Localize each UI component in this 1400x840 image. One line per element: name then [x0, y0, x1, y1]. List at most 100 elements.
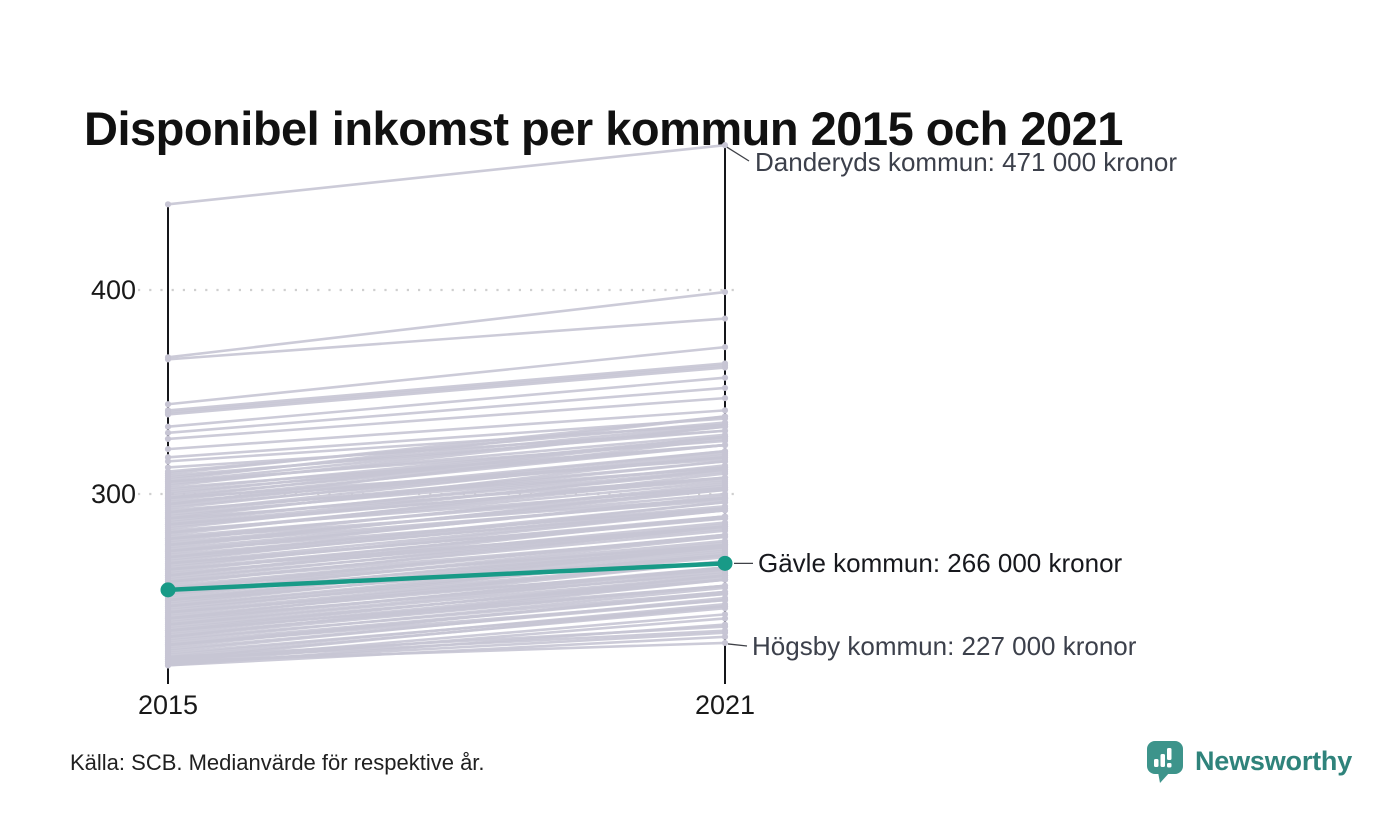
slope-dot-2015	[164, 435, 172, 443]
slope-line	[167, 509, 726, 569]
slope-line	[167, 533, 726, 592]
annotation-gavle-highlight: Gävle kommun: 266 000 kronor	[758, 548, 1123, 578]
slope-dot-2021	[721, 615, 729, 622]
slope-line	[167, 449, 726, 510]
slope-dot-2015	[164, 446, 172, 453]
slope-line	[167, 468, 726, 530]
slope-line	[167, 586, 726, 643]
highlight-dot-2015	[160, 582, 176, 598]
slope-dot-2015	[164, 423, 172, 430]
x-axis-label-2015: 2015	[137, 690, 199, 720]
slope-line	[167, 602, 726, 657]
slope-line	[167, 500, 726, 563]
slope-line	[167, 451, 726, 514]
slope-dot-2021	[721, 435, 729, 443]
slope-dot-2021	[721, 364, 729, 371]
slope-line	[167, 386, 726, 435]
slope-line	[167, 574, 726, 632]
slope-line	[167, 437, 726, 506]
slope-dot-2021	[721, 441, 729, 449]
slope-line	[167, 396, 726, 441]
slope-line	[167, 523, 726, 581]
slope-dot-2021	[721, 513, 729, 520]
slope-line	[167, 362, 726, 412]
slope-line	[167, 482, 726, 543]
slope-dot-2015	[164, 458, 172, 465]
slope-dot-2021	[721, 423, 729, 430]
slope-line	[167, 560, 726, 620]
slope-dot-2015	[164, 401, 172, 408]
slope-dot-2015	[164, 356, 172, 363]
slope-dot-2021	[721, 576, 729, 583]
slope-dot-2021	[721, 639, 729, 647]
highlight-dot-2021	[717, 555, 733, 571]
slope-dot-2021	[721, 470, 729, 477]
slope-line	[167, 425, 726, 488]
slope-line	[167, 486, 726, 549]
slope-dot-2021	[721, 543, 729, 551]
slope-line	[167, 464, 726, 524]
slope-line	[167, 376, 726, 428]
slope-line	[167, 625, 726, 659]
slope-line	[167, 596, 726, 653]
y-axis-tick-400: 400	[90, 275, 136, 305]
slope-line	[167, 553, 726, 612]
highlight-line	[167, 561, 726, 593]
slope-dot-2015	[164, 201, 172, 208]
slope-line	[167, 435, 726, 500]
slope-dot-2021	[721, 484, 729, 491]
slope-dot-2021	[721, 315, 729, 322]
slope-dot-2021	[721, 603, 729, 610]
slope-dot-2021	[721, 142, 729, 149]
slope-line	[167, 415, 726, 482]
slope-dot-2021	[721, 492, 729, 500]
slope-dot-2021	[721, 407, 729, 414]
y-axis-tick-300: 300	[90, 479, 136, 509]
slope-line	[167, 409, 726, 451]
slope-dot-2021	[721, 452, 729, 459]
slope-line	[167, 515, 726, 577]
slope-line	[167, 543, 726, 602]
leader-danderyd	[726, 146, 750, 162]
source-note: Källa: SCB. Medianvärde för respektive å…	[70, 750, 485, 775]
slope-dot-2021	[721, 523, 729, 530]
slope-line	[167, 143, 726, 206]
slope-line	[167, 494, 726, 555]
brand-name: Newsworthy	[1195, 745, 1353, 776]
slope-dot-2021	[721, 344, 729, 351]
slope-line	[167, 570, 726, 626]
slope-line	[167, 551, 726, 608]
slope-line	[167, 290, 726, 359]
newsworthy-logo-icon	[1147, 741, 1183, 783]
slope-line	[167, 525, 726, 586]
slope-dot-2021	[721, 623, 729, 630]
slope-line	[167, 317, 726, 361]
slope-line	[167, 366, 726, 416]
slope-line	[167, 641, 726, 663]
leader-hogsby	[727, 643, 748, 647]
brand-lockup: Newsworthy	[1145, 738, 1352, 784]
slope-line	[167, 472, 726, 537]
slope-dot-2021	[721, 374, 729, 381]
slope-dot-2015	[164, 658, 172, 665]
annotation-hogsby: Högsby kommun: 227 000 kronor	[752, 631, 1137, 661]
slope-line	[167, 604, 726, 661]
slope-dot-2015	[164, 411, 172, 418]
slope-dot-2021	[721, 533, 729, 540]
slope-line	[167, 629, 726, 661]
slope-dot-2021	[721, 288, 729, 296]
slope-line	[167, 364, 726, 414]
slope-line	[167, 590, 726, 649]
annotation-danderyd: Danderyds kommun: 471 000 kronor	[755, 147, 1178, 177]
x-axis-label-2021: 2021	[694, 690, 756, 720]
slope-line	[167, 345, 726, 406]
slope-dot-2021	[721, 507, 729, 514]
slope-dot-2021	[721, 588, 729, 596]
slope-dot-2021	[721, 384, 729, 392]
slope-line	[167, 453, 726, 520]
slope-line	[167, 566, 726, 624]
slope-dot-2021	[721, 499, 729, 506]
slope-dot-2021	[721, 413, 729, 420]
